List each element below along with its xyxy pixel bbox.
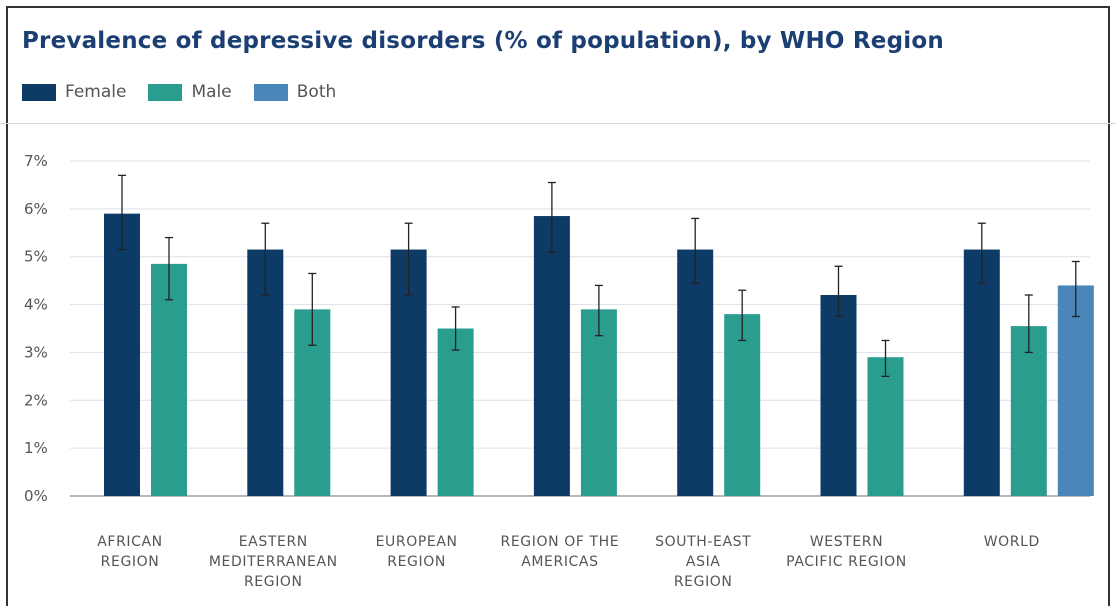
legend-swatch-both	[253, 83, 288, 101]
bar-female	[533, 216, 570, 497]
chart-title: Prevalence of depressive disorders (% of…	[22, 28, 944, 54]
legend-item-both: Both	[253, 82, 337, 102]
bar-female	[104, 213, 140, 496]
legend-label-male: Male	[191, 82, 232, 102]
x-tick-label: AFRICAN REGION	[97, 534, 163, 570]
bar-male	[151, 263, 187, 496]
y-tick-label: 0%	[24, 487, 48, 505]
x-tick-label: WORLD	[984, 534, 1040, 550]
bar-male	[437, 328, 474, 496]
legend-swatch-male	[148, 83, 183, 101]
bar-female	[963, 249, 1000, 496]
x-tick-label: SOUTH-EAST ASIA REGION	[655, 534, 751, 586]
legend-swatch-female	[22, 83, 56, 101]
x-tick-label: EASTERN MEDITERRANEAN REGION	[209, 534, 338, 586]
y-tick-label: 2%	[24, 391, 48, 409]
bar-male	[867, 357, 904, 496]
y-tick-label: 6%	[24, 200, 48, 218]
y-tick-label: 1%	[24, 439, 48, 457]
bar-female	[820, 295, 857, 496]
legend-label-female: Female	[65, 82, 127, 102]
y-tick-label: 3%	[24, 343, 48, 361]
bar-male	[724, 314, 761, 496]
bar-female	[677, 249, 714, 496]
legend-item-male: Male	[148, 82, 232, 102]
bar-both	[1057, 285, 1094, 496]
bar-male	[580, 309, 617, 496]
header-divider	[0, 123, 1116, 124]
legend-label-both: Both	[296, 82, 337, 102]
bar-male	[1010, 326, 1047, 496]
bar-chart: 0% 1% 2% 3% 4% 5% 6% 7% AFRICAN REGION EASTERN MEDI…	[24, 152, 1094, 586]
legend-item-female: Female	[22, 82, 126, 102]
x-tick-label: REGION OF THE AMERICAS	[501, 534, 620, 570]
y-tick-label: 5%	[24, 248, 48, 266]
x-tick-label: WESTERN PACIFIC REGION	[786, 534, 907, 570]
chart-legend: Female Male Both	[22, 82, 336, 102]
x-tick-label: EUROPEAN REGION	[376, 534, 458, 570]
y-tick-label: 4%	[24, 296, 48, 314]
y-tick-label: 7%	[24, 152, 48, 170]
